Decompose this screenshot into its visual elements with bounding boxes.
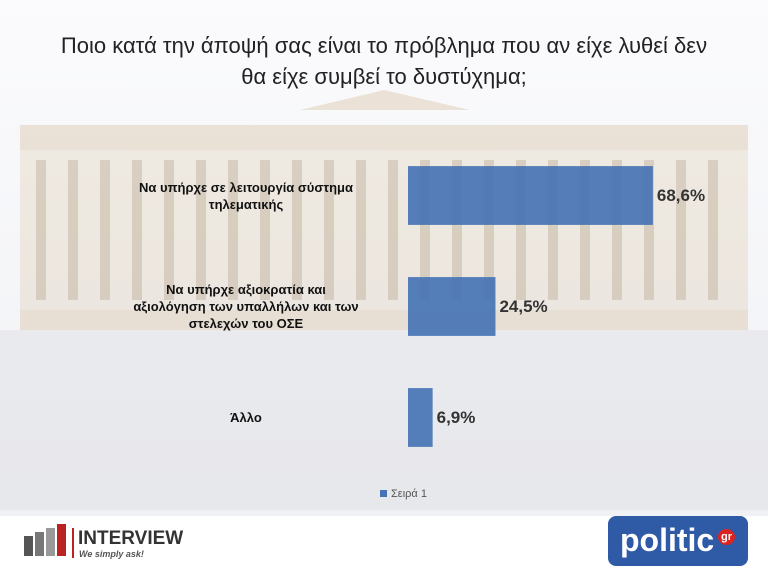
brand-tagline: We simply ask! — [79, 549, 144, 559]
politic-name: politic — [620, 522, 715, 558]
bar — [408, 388, 433, 447]
bar — [408, 277, 496, 336]
value-label: 24,5% — [499, 297, 547, 316]
legend-label: Σειρά 1 — [391, 488, 427, 500]
politic-suffix: gr — [718, 529, 735, 545]
chart-title: Ποιο κατά την άποψή σας είναι το πρόβλημ… — [60, 33, 708, 89]
category-label: Άλλο — [230, 410, 262, 425]
category-label: Να υπήρχε αξιοκρατία και αξιολόγηση των … — [133, 282, 359, 331]
legend-swatch — [380, 490, 387, 497]
politic-logo: politic gr — [608, 516, 748, 566]
interview-icon — [22, 522, 70, 558]
bar — [408, 166, 653, 225]
value-label: 6,9% — [437, 408, 476, 427]
brand-name: INTERVIEW — [78, 528, 184, 549]
category-label: Να υπήρχε σε λειτουργία σύστημα τηλεματι… — [139, 179, 353, 212]
value-label: 68,6% — [657, 186, 705, 205]
